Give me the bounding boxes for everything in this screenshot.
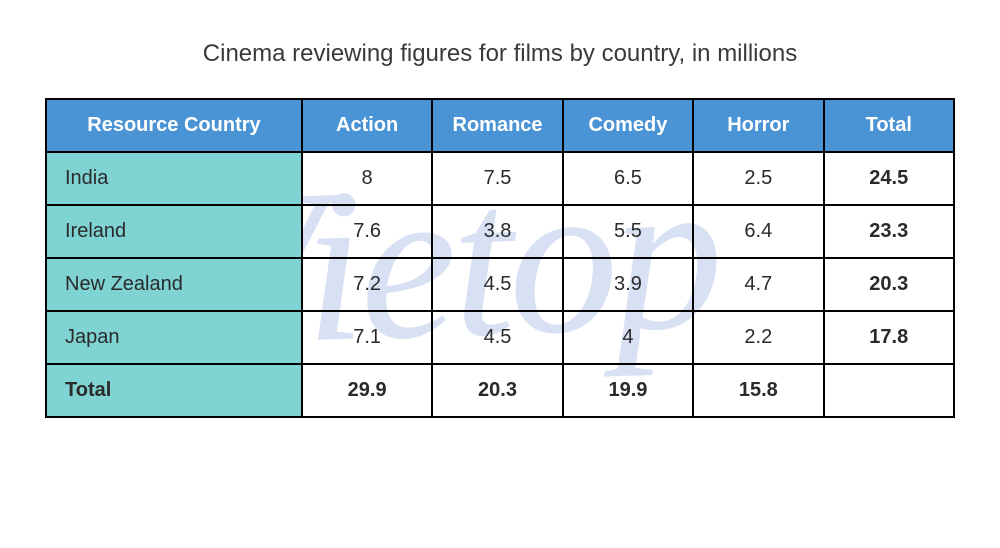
- table-footer-row: Total 29.9 20.3 19.9 15.8: [46, 364, 954, 417]
- cell-comedy: 3.9: [563, 258, 693, 311]
- cell-country: New Zealand: [46, 258, 302, 311]
- cell-action: 7.6: [302, 205, 432, 258]
- cell-comedy: 4: [563, 311, 693, 364]
- cell-romance: 7.5: [432, 152, 562, 205]
- col-header-total: Total: [824, 99, 954, 152]
- cell-total: 24.5: [824, 152, 954, 205]
- cell-action: 7.1: [302, 311, 432, 364]
- cell-country: Japan: [46, 311, 302, 364]
- cell-total-horror: 15.8: [693, 364, 823, 417]
- cell-total: 23.3: [824, 205, 954, 258]
- cell-country: India: [46, 152, 302, 205]
- cell-total-action: 29.9: [302, 364, 432, 417]
- table-wrapper: Resource Country Action Romance Comedy H…: [45, 98, 955, 418]
- col-header-horror: Horror: [693, 99, 823, 152]
- col-header-action: Action: [302, 99, 432, 152]
- cell-action: 7.2: [302, 258, 432, 311]
- cell-horror: 2.2: [693, 311, 823, 364]
- table-row: New Zealand 7.2 4.5 3.9 4.7 20.3: [46, 258, 954, 311]
- cell-total: 17.8: [824, 311, 954, 364]
- cell-total-comedy: 19.9: [563, 364, 693, 417]
- cell-total-romance: 20.3: [432, 364, 562, 417]
- cell-romance: 3.8: [432, 205, 562, 258]
- cell-comedy: 6.5: [563, 152, 693, 205]
- cell-total: 20.3: [824, 258, 954, 311]
- cell-comedy: 5.5: [563, 205, 693, 258]
- table-header-row: Resource Country Action Romance Comedy H…: [46, 99, 954, 152]
- col-header-romance: Romance: [432, 99, 562, 152]
- table-row: India 8 7.5 6.5 2.5 24.5: [46, 152, 954, 205]
- col-header-country: Resource Country: [46, 99, 302, 152]
- cinema-table: Resource Country Action Romance Comedy H…: [45, 98, 955, 418]
- cell-horror: 4.7: [693, 258, 823, 311]
- cell-country: Ireland: [46, 205, 302, 258]
- cell-horror: 2.5: [693, 152, 823, 205]
- page-container: Cinema reviewing figures for films by co…: [0, 0, 1000, 448]
- cell-horror: 6.4: [693, 205, 823, 258]
- table-row: Japan 7.1 4.5 4 2.2 17.8: [46, 311, 954, 364]
- cell-total-total: [824, 364, 954, 417]
- col-header-comedy: Comedy: [563, 99, 693, 152]
- cell-romance: 4.5: [432, 311, 562, 364]
- cell-romance: 4.5: [432, 258, 562, 311]
- cell-total-label: Total: [46, 364, 302, 417]
- table-row: Ireland 7.6 3.8 5.5 6.4 23.3: [46, 205, 954, 258]
- cell-action: 8: [302, 152, 432, 205]
- page-title: Cinema reviewing figures for films by co…: [45, 40, 955, 68]
